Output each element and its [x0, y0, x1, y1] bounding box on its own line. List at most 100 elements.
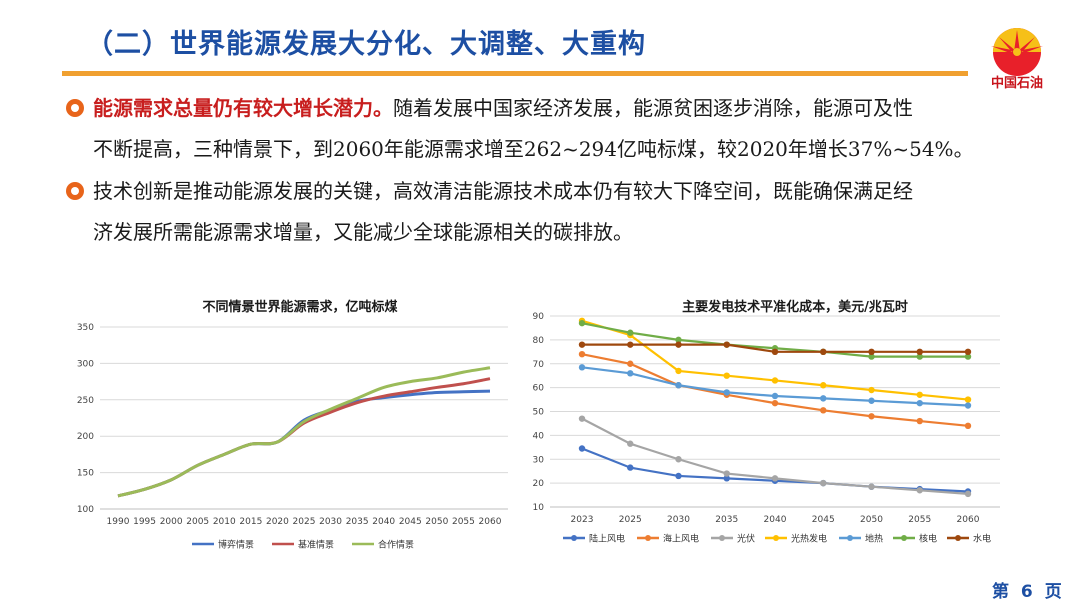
y-tick-label: 20 — [533, 479, 545, 489]
legend-label: 水电 — [973, 533, 991, 545]
petrochina-logo — [991, 28, 1043, 76]
x-tick-label: 2010 — [213, 517, 236, 527]
chart2-title: 主要发电技术平准化成本，美元/兆瓦时 — [682, 300, 908, 315]
data-point — [675, 456, 682, 463]
data-point — [723, 341, 730, 348]
y-tick-label: 90 — [533, 312, 545, 322]
data-point — [723, 389, 730, 396]
data-point — [578, 364, 586, 371]
x-tick-label: 2025 — [293, 517, 316, 527]
series-line — [117, 366, 491, 498]
page-number: 第 6 页 — [992, 577, 1062, 602]
data-point — [675, 382, 682, 389]
x-tick-label: 2060 — [479, 517, 502, 527]
y-tick-label: 300 — [77, 359, 94, 369]
data-point — [771, 399, 779, 407]
data-point — [675, 336, 682, 344]
bullet-icon — [66, 182, 84, 200]
data-point — [627, 329, 634, 336]
data-point — [868, 348, 875, 356]
y-tick-label: 150 — [77, 469, 94, 479]
data-point — [820, 395, 827, 402]
y-tick-label: 60 — [533, 384, 545, 394]
bullet-line: 技术创新是推动能源发展的关键，高效清洁能源技术成本仍有较大下降空间，既能确保满足… — [93, 179, 913, 203]
y-tick-label: 80 — [533, 336, 545, 346]
bullet-demand-cont: 不断提高，三种情景下，到2060年能源需求增至262~294亿吨标煤，较2020… — [66, 129, 1056, 170]
bullet-text: 能源需求总量仍有较大增长潜力。随着发展中国家经济发展，能源贫困逐步消除，能源可及… — [93, 88, 1056, 129]
data-point — [578, 415, 586, 422]
data-point — [868, 353, 875, 360]
data-point — [578, 319, 586, 327]
x-tick-label: 2030 — [319, 517, 342, 527]
data-point — [964, 490, 972, 498]
data-point — [868, 397, 875, 404]
legend-label: 博弈情景 — [218, 539, 254, 551]
legend-marker — [773, 535, 779, 541]
data-point — [964, 422, 972, 430]
data-point — [723, 475, 730, 482]
data-point — [578, 445, 586, 452]
logo-text: 中国石油 — [990, 76, 1043, 91]
data-point — [964, 348, 972, 356]
data-point — [820, 348, 827, 356]
x-tick-label: 2020 — [266, 517, 289, 527]
chart1-title: 不同情景世界能源需求，亿吨标煤 — [202, 300, 398, 315]
x-tick-label: 2005 — [186, 517, 209, 527]
data-point — [916, 399, 923, 407]
data-point — [868, 413, 875, 420]
data-point — [627, 341, 634, 348]
data-point — [723, 470, 730, 477]
x-tick-label: 2055 — [452, 517, 475, 527]
series-line — [581, 366, 969, 407]
legend-label: 陆上风电 — [589, 533, 625, 545]
data-point — [675, 341, 682, 348]
legend-label: 核电 — [919, 533, 937, 545]
data-point — [627, 464, 634, 471]
x-tick-label: 1990 — [107, 517, 130, 527]
data-point — [723, 372, 730, 379]
bullet-demand: 能源需求总量仍有较大增长潜力。随着发展中国家经济发展，能源贫困逐步消除，能源可及… — [66, 88, 1056, 129]
bullet-line: 随着发展中国家经济发展，能源贫困逐步消除，能源可及性 — [393, 96, 913, 120]
legend-marker — [571, 535, 577, 541]
data-point — [916, 487, 923, 494]
data-point — [868, 386, 875, 394]
data-point — [820, 479, 827, 487]
data-point — [916, 348, 923, 356]
x-tick-label: 2050 — [860, 515, 883, 525]
bullet-highlight: 能源需求总量仍有较大增长潜力。 — [93, 96, 393, 120]
data-point — [916, 353, 923, 360]
data-point — [627, 370, 634, 377]
legend-label: 光热发电 — [791, 533, 827, 545]
x-tick-label: 2045 — [812, 515, 835, 525]
data-point — [771, 392, 779, 400]
data-point — [771, 377, 779, 384]
y-tick-label: 50 — [533, 408, 545, 418]
legend-marker — [645, 535, 651, 541]
page-suffix: 页 — [1044, 582, 1062, 602]
data-point — [916, 417, 923, 425]
y-tick-label: 40 — [533, 431, 545, 441]
x-tick-label: 2045 — [399, 517, 422, 527]
legend-label: 合作情景 — [378, 539, 414, 551]
logo-petals-icon — [991, 28, 1043, 76]
data-point — [868, 483, 875, 490]
data-point — [675, 472, 682, 480]
x-tick-label: 2035 — [346, 517, 369, 527]
x-tick-label: 2023 — [571, 515, 594, 525]
data-point — [627, 440, 634, 447]
bullet-line: 济发展所需能源需求增量，又能减少全球能源相关的碳排放。 — [93, 220, 633, 244]
y-tick-label: 10 — [533, 503, 545, 513]
data-point — [964, 353, 972, 360]
x-tick-label: 1995 — [133, 517, 156, 527]
y-tick-label: 30 — [533, 455, 545, 465]
legend-label: 基准情景 — [298, 539, 334, 551]
bullet-tech: 技术创新是推动能源发展的关键，高效清洁能源技术成本仍有较大下降空间，既能确保满足… — [66, 171, 1056, 212]
y-tick-label: 350 — [77, 323, 94, 333]
data-point — [820, 407, 827, 414]
slide-title: （二）世界能源发展大分化、大调整、大重构 — [86, 29, 646, 60]
x-tick-label: 2000 — [160, 517, 183, 527]
legend-label: 光伏 — [737, 533, 755, 545]
series-line — [581, 447, 969, 493]
